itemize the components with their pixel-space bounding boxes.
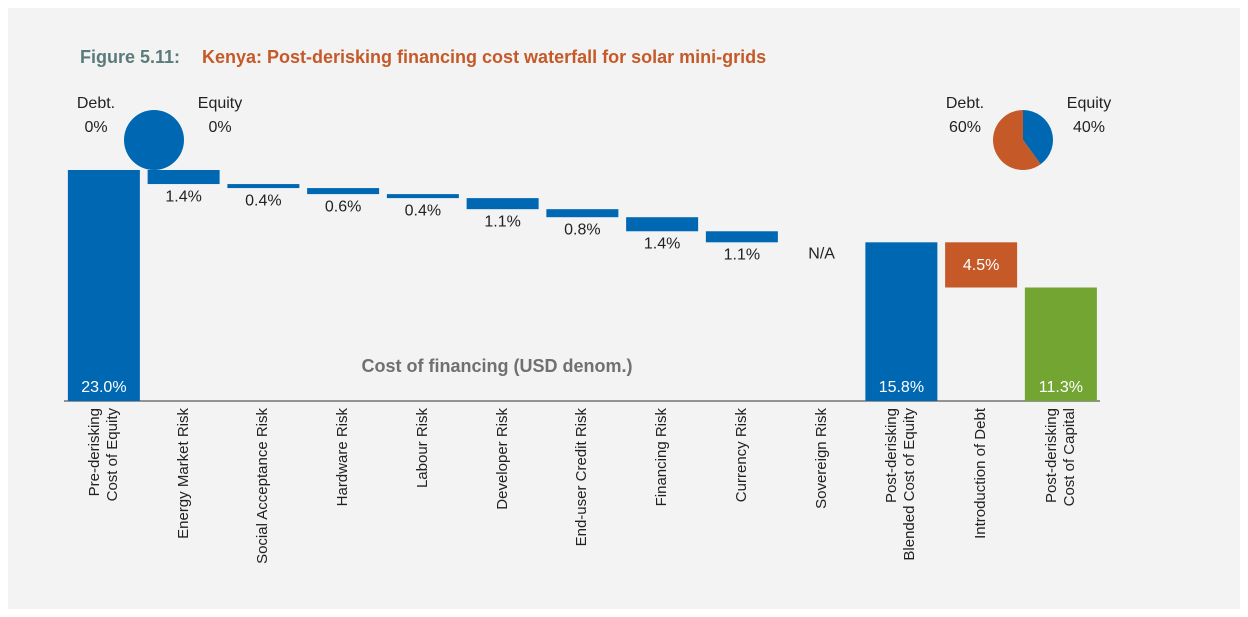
value-label: 0.4% (245, 192, 281, 209)
pie-slice (124, 110, 184, 170)
value-label: N/A (808, 246, 835, 263)
value-label: 15.8% (879, 379, 924, 396)
bar (67, 170, 140, 401)
x-tick-label: Pre-derisking Cost of Equity (85, 408, 121, 502)
x-tick-label: Post-derisking Cost of Capital (1042, 408, 1078, 507)
x-tick-label: Hardware Risk (334, 408, 352, 507)
bar (705, 231, 778, 243)
bar (945, 242, 1018, 288)
pie-value-label: 60% (949, 119, 981, 136)
x-tick-label: Energy Market Risk (174, 408, 192, 539)
bar (466, 198, 539, 210)
bar (865, 242, 938, 401)
x-tick-label: Labour Risk (413, 408, 431, 489)
value-label: 11.3% (1039, 379, 1083, 396)
x-tick-label: End-user Credit Risk (573, 408, 591, 547)
annotation: Cost of financing (USD denom.) (362, 356, 633, 376)
x-tick-label: Post-derisking Blended Cost of Equity (883, 408, 919, 561)
pie-value-label: 0% (208, 119, 231, 136)
x-tick-label: Introduction of Debt (972, 408, 990, 539)
chart-title: Kenya: Post-derisking financing cost wat… (202, 47, 766, 67)
bar (546, 209, 619, 218)
bar (307, 188, 380, 195)
pie-label: Equity (198, 95, 242, 112)
x-tick-label: Developer Risk (493, 408, 511, 510)
title-prefix: Figure 5.11: (80, 47, 180, 67)
pie-label: Equity (1067, 95, 1111, 112)
pie-value-label: 0% (84, 119, 107, 136)
bar (1024, 287, 1097, 401)
pie-slice (1023, 110, 1054, 165)
value-label: 1.4% (644, 235, 680, 252)
value-label: 0.8% (564, 221, 600, 238)
pie-label: Debt. (77, 95, 115, 112)
value-label: 23.0% (81, 379, 126, 396)
pie-value-label: 40% (1073, 119, 1105, 136)
value-label: 1.1% (484, 213, 520, 230)
x-tick-label: Social Acceptance Risk (254, 408, 272, 564)
value-label: 4.5% (963, 257, 999, 274)
bar (386, 194, 459, 199)
pie-slice (993, 109, 1041, 170)
x-tick-label: Sovereign Risk (812, 408, 830, 509)
bar (227, 184, 300, 189)
value-label: 0.6% (325, 198, 361, 215)
bar (626, 217, 699, 232)
value-label: 0.4% (405, 202, 441, 219)
value-label: 1.4% (165, 188, 201, 205)
bar (147, 170, 220, 185)
pie-label: Debt. (946, 95, 984, 112)
x-tick-label: Financing Risk (653, 408, 671, 507)
x-tick-label: Currency Risk (732, 408, 750, 503)
value-label: 1.1% (724, 247, 760, 264)
